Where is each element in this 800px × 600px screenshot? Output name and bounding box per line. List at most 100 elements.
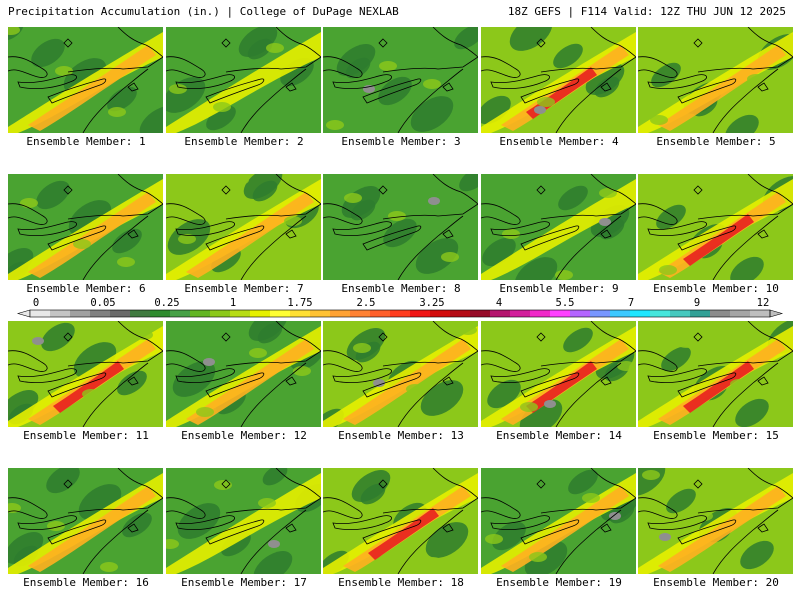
ensemble-map-panel: [638, 27, 793, 133]
page-title: Precipitation Accumulation (in.) | Colle…: [8, 5, 399, 18]
colorbar-swatch: [730, 310, 751, 317]
precip-map: [8, 321, 163, 427]
ensemble-map-panel: [638, 468, 793, 574]
ensemble-member-label: Ensemble Member: 10: [653, 282, 779, 295]
colorbar-swatch: [630, 310, 651, 317]
precip-map: [638, 27, 793, 133]
colorbar-swatch: [530, 310, 551, 317]
colorbar-tick-label: 1: [230, 297, 236, 309]
colorbar-tick-label: 1.75: [287, 297, 312, 309]
precip-map: [481, 468, 636, 574]
ensemble-member-label: Ensemble Member: 19: [496, 576, 622, 589]
colorbar-tick-label: 0: [33, 297, 39, 309]
colorbar-swatch: [450, 310, 471, 317]
ensemble-map-panel: [638, 174, 793, 280]
colorbar-swatch: [150, 310, 171, 317]
ensemble-map-panel: [166, 321, 321, 427]
colorbar-swatch: [210, 310, 231, 317]
colorbar-swatch: [610, 310, 631, 317]
colorbar-swatch: [170, 310, 191, 317]
colorbar-swatch: [190, 310, 211, 317]
ensemble-map-panel: [8, 174, 163, 280]
ensemble-member-label: Ensemble Member: 17: [181, 576, 307, 589]
colorbar-swatch: [230, 310, 251, 317]
colorbar-swatch: [70, 310, 91, 317]
ensemble-map-panel: [481, 27, 636, 133]
ensemble-member-label: Ensemble Member: 5: [656, 135, 776, 148]
colorbar-swatch: [750, 310, 771, 317]
colorbar-swatch: [510, 310, 531, 317]
ensemble-map-panel: [8, 321, 163, 427]
ensemble-member-label: Ensemble Member: 20: [653, 576, 779, 589]
colorbar-swatch: [590, 310, 611, 317]
precip-map: [166, 174, 321, 280]
colorbar-swatch: [710, 310, 731, 317]
colorbar-tick-label: 7: [628, 297, 634, 309]
ensemble-member-label: Ensemble Member: 7: [184, 282, 304, 295]
ensemble-map-panel: [481, 174, 636, 280]
ensemble-member-label: Ensemble Member: 12: [181, 429, 307, 442]
precip-map: [638, 468, 793, 574]
colorbar-swatch: [490, 310, 511, 317]
colorbar-tick-label: 5.5: [556, 297, 575, 309]
colorbar-low-arrow: [16, 309, 31, 318]
precipitation-colorbar: 0 0.05 0.25 1 1.75 2.5 3.25 4 5.5 7 9 12: [16, 297, 784, 318]
precip-map: [638, 321, 793, 427]
colorbar-swatch: [390, 310, 411, 317]
colorbar-swatch: [110, 310, 131, 317]
colorbar-swatch: [410, 310, 431, 317]
ensemble-map-panel: [323, 27, 478, 133]
precip-map: [166, 27, 321, 133]
colorbar-swatch: [550, 310, 571, 317]
ensemble-member-label: Ensemble Member: 9: [499, 282, 619, 295]
colorbar-swatch: [30, 310, 51, 317]
colorbar-swatch: [690, 310, 711, 317]
colorbar-swatch: [470, 310, 491, 317]
colorbar-swatch: [290, 310, 311, 317]
precip-map: [323, 321, 478, 427]
colorbar-swatch: [250, 310, 271, 317]
ensemble-map-panel: [638, 321, 793, 427]
run-info: 18Z GEFS | F114 Valid: 12Z THU JUN 12 20…: [507, 5, 786, 18]
precip-map: [8, 468, 163, 574]
colorbar-swatch: [50, 310, 71, 317]
ensemble-member-label: Ensemble Member: 3: [341, 135, 461, 148]
ensemble-member-label: Ensemble Member: 4: [499, 135, 619, 148]
colorbar-swatch: [270, 310, 291, 317]
colorbar-tick-label: 9: [694, 297, 700, 309]
precip-map: [481, 174, 636, 280]
ensemble-member-label: Ensemble Member: 14: [496, 429, 622, 442]
ensemble-member-label: Ensemble Member: 1: [26, 135, 146, 148]
ensemble-map-panel: [481, 321, 636, 427]
precip-map: [166, 468, 321, 574]
colorbar-swatch: [130, 310, 151, 317]
ensemble-map-panel: [323, 321, 478, 427]
precip-map: [638, 174, 793, 280]
ensemble-map-panel: [323, 174, 478, 280]
colorbar-swatch: [430, 310, 451, 317]
precip-map: [323, 174, 478, 280]
precip-map: [166, 321, 321, 427]
precip-map: [481, 27, 636, 133]
precip-map: [323, 468, 478, 574]
colorbar-tick-label: 0.05: [90, 297, 115, 309]
colorbar-swatch: [350, 310, 371, 317]
precip-map: [323, 27, 478, 133]
ensemble-map-panel: [8, 468, 163, 574]
ensemble-map-panel: [166, 468, 321, 574]
colorbar-high-arrow: [769, 309, 784, 318]
ensemble-member-label: Ensemble Member: 16: [23, 576, 149, 589]
ensemble-map-panel: [8, 27, 163, 133]
ensemble-map-panel: [166, 27, 321, 133]
colorbar-tick-label: 2.5: [357, 297, 376, 309]
colorbar-swatch: [370, 310, 391, 317]
ensemble-member-label: Ensemble Member: 8: [341, 282, 461, 295]
ensemble-member-label: Ensemble Member: 6: [26, 282, 146, 295]
colorbar-swatch: [570, 310, 591, 317]
colorbar-swatch: [650, 310, 671, 317]
colorbar-tick-label: 12: [757, 297, 770, 309]
colorbar-tick-label: 0.25: [154, 297, 179, 309]
ensemble-member-label: Ensemble Member: 2: [184, 135, 304, 148]
ensemble-member-label: Ensemble Member: 11: [23, 429, 149, 442]
ensemble-map-panel: [166, 174, 321, 280]
